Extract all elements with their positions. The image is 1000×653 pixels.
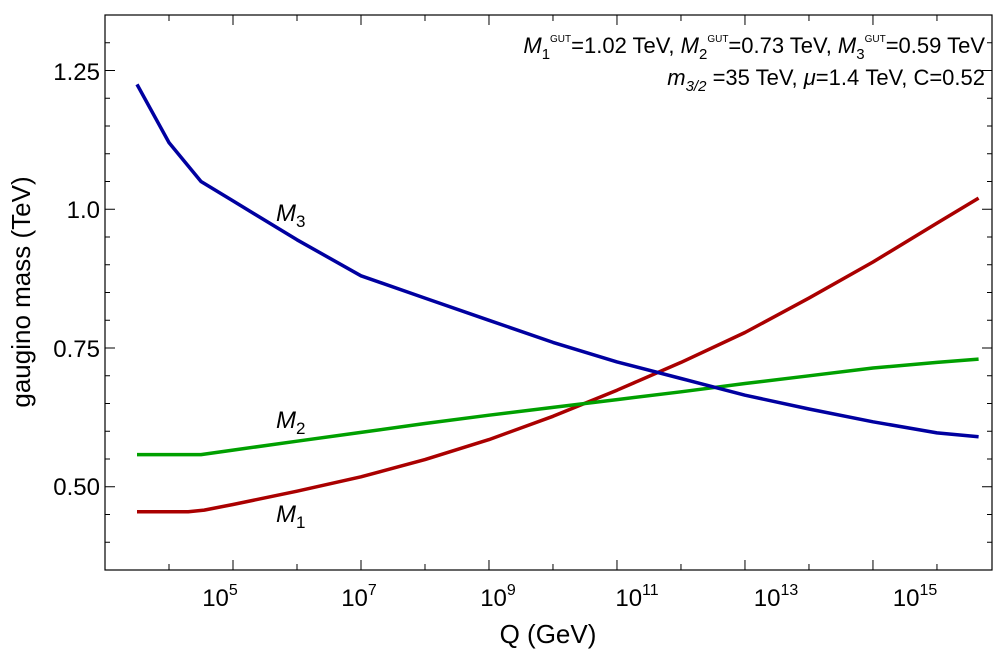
- series-layer: [135, 83, 980, 514]
- y-axis-title: gaugino mass (TeV): [6, 176, 36, 407]
- tick-marks: [104, 14, 992, 571]
- x-tick-label: 1015: [893, 582, 938, 612]
- x-tick-label: 107: [341, 582, 377, 612]
- series-line-m2: [137, 357, 979, 457]
- x-tick-label: 105: [202, 582, 238, 612]
- x-tick-label: 109: [480, 582, 516, 612]
- curve-label-m2: M2: [276, 407, 305, 438]
- y-tick-label: 1.0: [67, 197, 100, 224]
- curve-label-m1: M1: [276, 501, 305, 532]
- annotation-line-1: M1GUT=1.02 TeV, M2GUT=0.73 TeV, M3GUT=0.…: [523, 33, 985, 63]
- plot-frame: [104, 14, 993, 571]
- y-tick-label: 0.50: [53, 474, 100, 501]
- curve-label-m3: M3: [276, 200, 305, 231]
- y-tick-label: 1.25: [53, 59, 100, 86]
- x-tick-label: 1013: [754, 582, 799, 612]
- series-line-m1: [137, 196, 980, 514]
- y-tick-label: 0.75: [53, 336, 100, 363]
- series-line-m3: [135, 83, 979, 439]
- annotation-line-2: m3/2 =35 TeV, μ=1.4 TeV, C=0.52: [667, 65, 985, 95]
- x-tick-label: 1011: [615, 582, 658, 612]
- x-axis-title: Q (GeV): [500, 619, 597, 649]
